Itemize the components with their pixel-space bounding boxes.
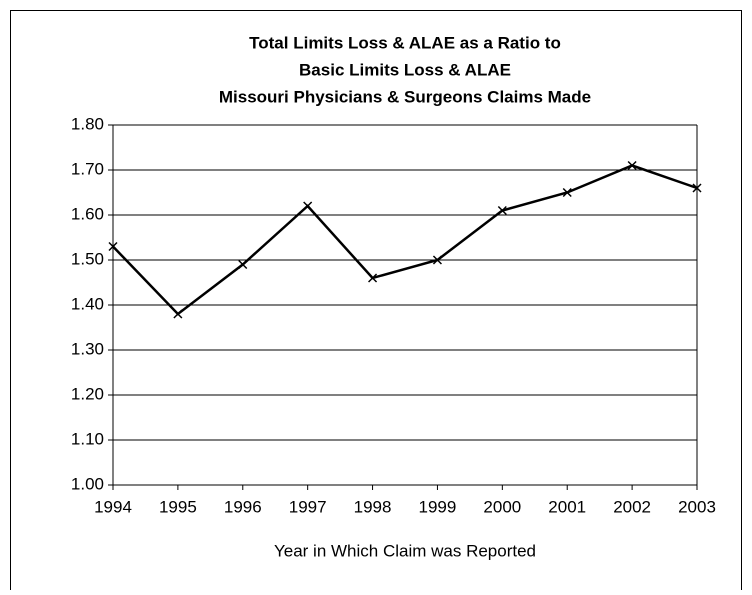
y-tick-label: 1.30 xyxy=(71,339,104,358)
data-point xyxy=(692,183,702,193)
y-tick-label: 1.10 xyxy=(71,429,104,448)
x-tick-label: 2002 xyxy=(613,497,651,516)
x-tick-label: 1995 xyxy=(159,497,197,516)
y-tick-label: 1.60 xyxy=(71,204,104,223)
x-tick-label: 2003 xyxy=(678,497,716,516)
data-point xyxy=(368,273,378,283)
x-tick-label: 1996 xyxy=(224,497,262,516)
x-tick-label: 2000 xyxy=(483,497,521,516)
y-tick-label: 1.50 xyxy=(71,249,104,268)
data-point xyxy=(173,309,183,319)
data-point xyxy=(432,255,442,265)
x-tick-label: 1994 xyxy=(94,497,132,516)
y-tick-label: 1.80 xyxy=(71,114,104,133)
x-tick-label: 2001 xyxy=(548,497,586,516)
data-point xyxy=(108,241,118,252)
data-point xyxy=(627,160,637,171)
data-point xyxy=(303,201,313,211)
y-tick-label: 1.20 xyxy=(71,384,104,403)
x-tick-label: 1997 xyxy=(289,497,327,516)
y-tick-label: 1.70 xyxy=(71,159,104,178)
x-tick-label: 1999 xyxy=(419,497,457,516)
data-point xyxy=(238,259,248,270)
chart-title: Basic Limits Loss & ALAE xyxy=(299,60,511,79)
chart-title: Missouri Physicians & Surgeons Claims Ma… xyxy=(219,87,591,106)
data-point xyxy=(562,187,572,198)
data-point xyxy=(497,205,507,216)
y-tick-label: 1.40 xyxy=(71,294,104,313)
chart-title: Total Limits Loss & ALAE as a Ratio to xyxy=(249,33,561,52)
chart-border xyxy=(10,10,742,590)
y-tick-label: 1.00 xyxy=(71,474,104,493)
x-axis-label: Year in Which Claim was Reported xyxy=(274,541,536,560)
x-tick-label: 1998 xyxy=(354,497,392,516)
data-line xyxy=(112,164,698,316)
